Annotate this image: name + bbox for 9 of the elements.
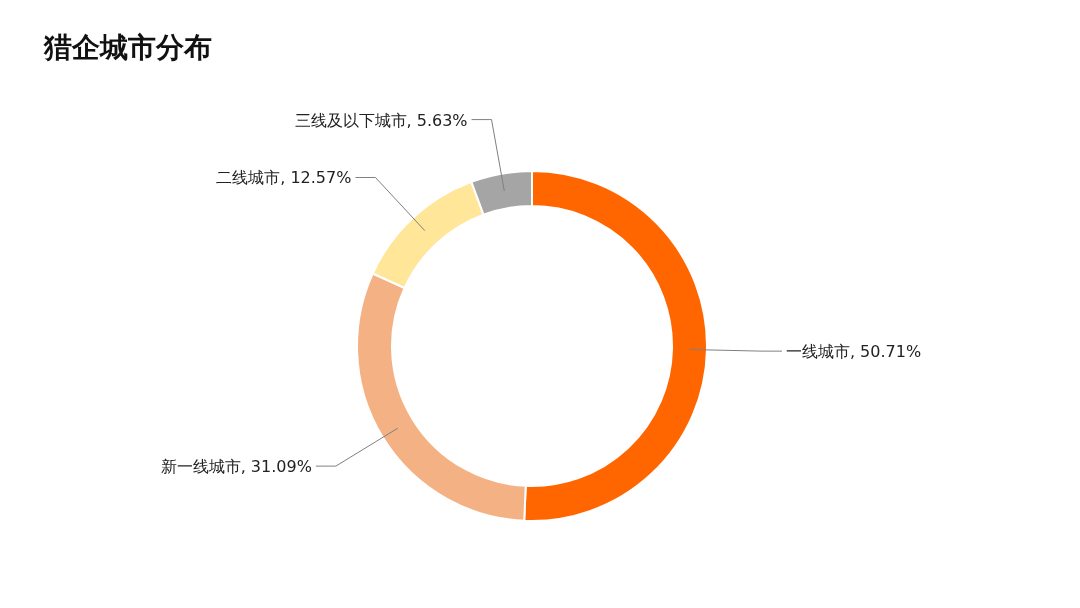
- slice-label: 一线城市: [785, 342, 850, 362]
- slice-label: 三线及以下城市: [294, 110, 407, 130]
- data-label: , 12.57%: [280, 168, 352, 188]
- data-label: , 31.09%: [240, 457, 312, 477]
- slice-label: 二线城市: [216, 168, 281, 188]
- chart-title: 猎企城市分布: [43, 31, 212, 64]
- slice-label: 新一线城市: [160, 457, 241, 477]
- data-label: , 5.63%: [406, 110, 468, 130]
- data-label: , 50.71%: [849, 342, 922, 362]
